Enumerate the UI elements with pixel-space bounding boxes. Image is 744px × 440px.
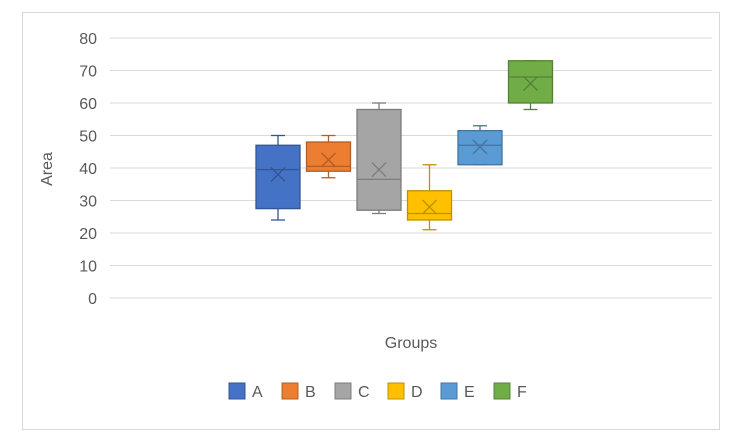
y-tick-label: 0 (88, 291, 97, 308)
iqr-box (255, 144, 301, 210)
box-A (255, 134, 301, 221)
box-F (507, 60, 554, 111)
iqr-box (356, 108, 402, 211)
y-axis-title: Area (39, 152, 56, 186)
mean-marker (472, 139, 488, 155)
legend-label-B: B (305, 384, 316, 401)
mean-marker (422, 199, 437, 215)
legend-swatch-E (440, 382, 458, 400)
legend-swatch-F (493, 382, 511, 400)
y-tick-label: 40 (79, 161, 97, 178)
y-tick-label: 80 (79, 31, 97, 48)
mean-marker (371, 162, 387, 178)
legend-label-D: D (411, 384, 423, 401)
y-tick-label: 10 (79, 259, 97, 276)
legend-label-C: C (358, 384, 370, 401)
y-axis-tick-labels: 0 10 20 30 40 50 60 70 80 (79, 31, 97, 308)
box-E (457, 125, 503, 166)
legend-swatch-C (334, 382, 352, 400)
y-tick-label: 50 (79, 129, 97, 146)
iqr-box (406, 190, 453, 221)
mean-marker (270, 167, 286, 182)
legend-label-A: A (252, 384, 263, 401)
legend-swatch-B (281, 382, 299, 400)
mean-marker (321, 152, 336, 168)
mean-marker (523, 76, 538, 91)
x-axis-title: Groups (385, 335, 437, 352)
gridlines (110, 37, 712, 299)
box-B (305, 134, 352, 179)
y-tick-label: 70 (79, 64, 97, 81)
box-series (255, 60, 554, 231)
legend-swatch-A (228, 382, 246, 400)
y-tick-label: 20 (79, 226, 97, 243)
legend-swatch-D (387, 382, 405, 400)
box-D (406, 164, 453, 231)
chart-frame (22, 12, 720, 430)
legend-label-E: E (464, 384, 475, 401)
box-C (356, 102, 402, 215)
legend: A B C D E F (228, 382, 527, 401)
legend-label-F: F (517, 384, 527, 401)
y-tick-label: 30 (79, 194, 97, 211)
y-tick-label: 60 (79, 96, 97, 113)
iqr-box (507, 60, 554, 104)
